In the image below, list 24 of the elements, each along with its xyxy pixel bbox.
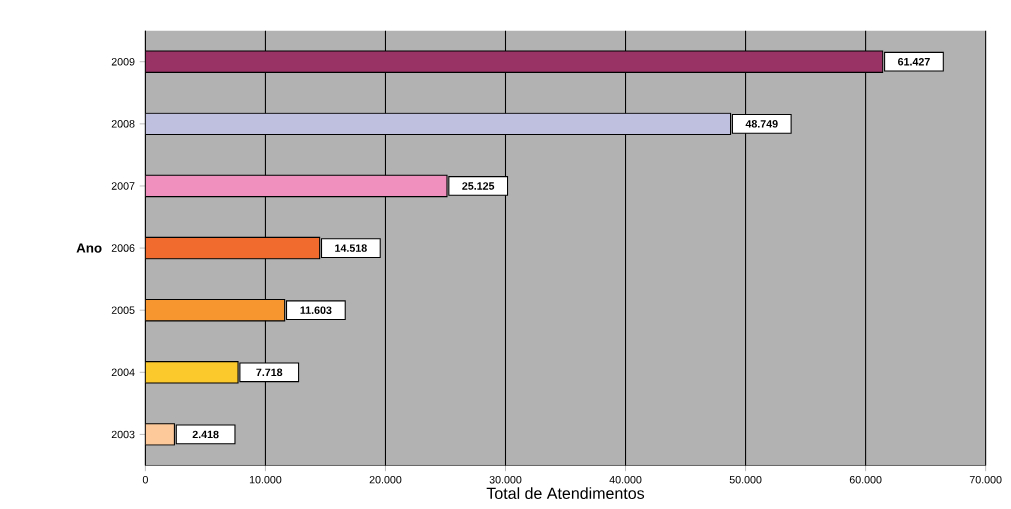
y-tick-label: 2005 xyxy=(111,306,135,314)
y-axis-title: Ano xyxy=(76,243,102,253)
data-label: 7.718 xyxy=(256,368,283,376)
data-label: 2.418 xyxy=(192,430,219,438)
data-label: 61.427 xyxy=(898,57,930,66)
x-axis-title: Total de Atendimentos xyxy=(486,487,645,499)
y-tick-label: 2008 xyxy=(111,119,135,128)
data-label: 25.125 xyxy=(462,181,495,190)
x-tick-label: 20.000 xyxy=(369,475,402,484)
data-label: 14.518 xyxy=(335,244,367,252)
y-tick-label: 2006 xyxy=(111,244,135,252)
x-tick-label: 60.000 xyxy=(849,475,882,484)
y-tick-label: 2009 xyxy=(111,57,135,66)
y-tick-label: 2004 xyxy=(111,368,135,376)
x-tick-label: 0 xyxy=(142,475,148,484)
x-tick-label: 30.000 xyxy=(489,475,522,484)
x-tick-label: 50.000 xyxy=(729,475,762,484)
data-label: 11.603 xyxy=(300,306,332,314)
x-tick-label: 40.000 xyxy=(609,475,642,484)
y-tick-label: 2003 xyxy=(111,430,135,438)
x-tick-label: 70.000 xyxy=(969,475,1002,484)
x-tick-label: 10.000 xyxy=(249,475,282,484)
y-tick-label: 2007 xyxy=(111,181,135,190)
data-label: 48.749 xyxy=(745,119,778,128)
